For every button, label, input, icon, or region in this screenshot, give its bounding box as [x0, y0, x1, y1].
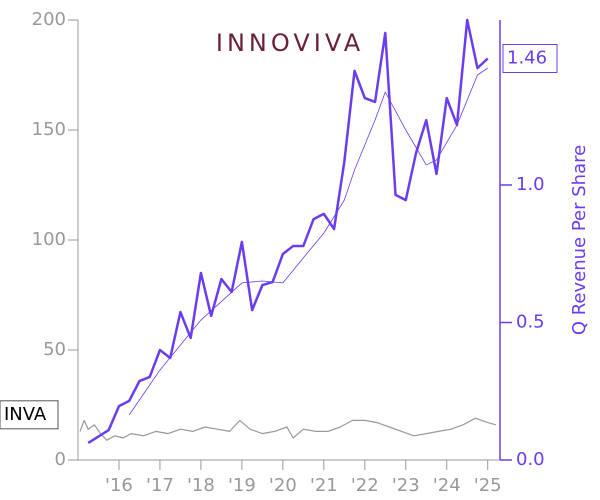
line: [79, 417, 497, 441]
x-tick-label: '16: [105, 475, 133, 496]
y2-tick-label: 0.0: [516, 449, 545, 470]
line: [128, 67, 488, 416]
value-label-box: [502, 44, 558, 73]
value-label: 1.46: [507, 48, 547, 69]
x-tick-label: '22: [351, 475, 379, 496]
y-tick-label: 200: [32, 9, 66, 30]
y2-tick-label: 1.0: [516, 174, 545, 195]
line: [87, 18, 489, 445]
x-tick-label: '21: [310, 475, 338, 496]
logo: INNOVIVA: [216, 29, 364, 57]
series-label: INVA: [4, 404, 47, 425]
x-tick-label: '17: [146, 475, 174, 496]
x-tick-label: '19: [228, 475, 256, 496]
y-tick-label: 0: [55, 449, 66, 470]
x-tick-label: '25: [474, 475, 502, 496]
y-tick-label: 100: [32, 229, 66, 250]
x-tick-label: '18: [187, 475, 215, 496]
x-tick-label: '23: [392, 475, 420, 496]
y2-axis-label: Q Revenue Per Share: [569, 145, 590, 335]
series-label-box: [0, 400, 59, 430]
y-tick-label: 150: [32, 119, 66, 140]
y-tick-label: 50: [43, 339, 66, 360]
x-tick-label: '24: [433, 475, 461, 496]
y2-tick-label: 0.5: [516, 312, 545, 333]
x-tick-label: '20: [269, 475, 297, 496]
